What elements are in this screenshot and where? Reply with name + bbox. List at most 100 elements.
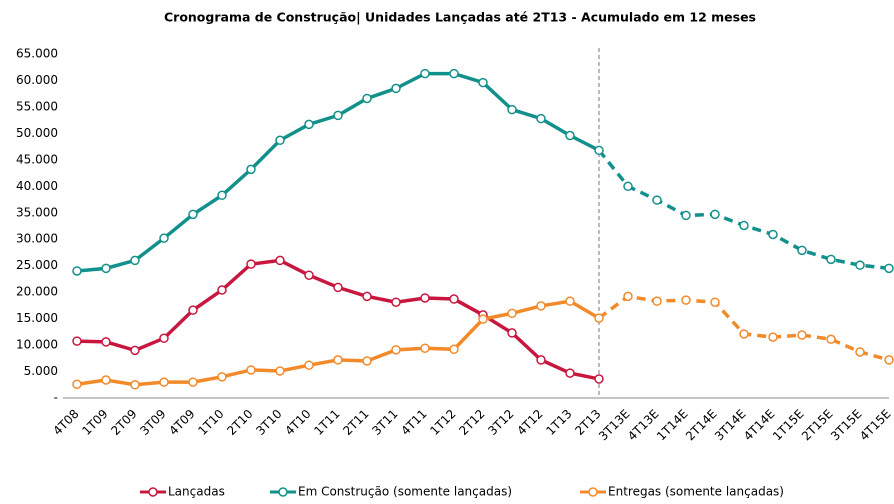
x-tick-label: 1T10: [195, 407, 226, 438]
y-tick-label: 40.000: [16, 179, 58, 193]
point: [681, 295, 691, 305]
point: [246, 259, 256, 269]
point: [768, 332, 778, 342]
x-tick-label: 4T11: [398, 407, 429, 438]
point: [420, 343, 430, 354]
legend-label: Entregas (somente lançadas): [608, 485, 784, 499]
point: [275, 255, 285, 266]
point: [826, 334, 836, 345]
point: [449, 68, 459, 79]
x-tick-label: 2T15E: [799, 407, 836, 444]
y-tick-label: 35.000: [16, 205, 58, 219]
point: [826, 254, 836, 265]
x-tick-label: 2T14E: [683, 407, 720, 444]
x-tick-label: 4T13E: [625, 407, 662, 444]
point: [246, 164, 256, 175]
series-line-forecast: [597, 149, 890, 271]
x-tick-label: 1T15E: [770, 407, 807, 444]
point: [710, 209, 720, 220]
point: [217, 190, 227, 201]
point: [884, 355, 894, 365]
point: [884, 263, 894, 274]
point: [304, 360, 314, 370]
point: [333, 282, 343, 293]
legend-marker: [148, 487, 158, 497]
point: [362, 93, 372, 104]
x-tick-label: 3T15E: [828, 407, 865, 444]
legend-marker: [278, 487, 288, 497]
point: [449, 294, 459, 304]
point: [681, 210, 691, 221]
point: [565, 368, 575, 378]
point: [304, 270, 314, 280]
x-tick-label: 3T14E: [712, 407, 749, 444]
point: [652, 195, 662, 205]
x-tick-label: 2T10: [224, 407, 255, 438]
x-tick-label: 3T12: [485, 407, 516, 438]
point: [594, 145, 604, 156]
point: [594, 374, 604, 384]
point: [768, 229, 778, 240]
point: [217, 372, 227, 382]
point: [623, 291, 633, 302]
point: [710, 297, 720, 307]
point: [594, 313, 604, 323]
point: [275, 135, 285, 146]
legend-marker: [588, 487, 598, 497]
y-tick-label: 15.000: [16, 311, 58, 325]
point: [188, 305, 198, 315]
y-tick-label: 5.000: [24, 364, 58, 378]
point: [72, 336, 82, 346]
y-tick-label: 30.000: [16, 232, 58, 246]
point: [536, 355, 546, 365]
point: [536, 301, 546, 311]
x-tick-label: 4T08: [50, 407, 81, 438]
point: [478, 77, 488, 88]
point: [275, 366, 285, 376]
x-tick-label: 4T15E: [857, 407, 894, 444]
x-tick-label: 1T14E: [654, 407, 691, 444]
point: [623, 181, 633, 192]
y-tick-label: 50.000: [16, 126, 58, 140]
point: [101, 263, 111, 274]
point: [101, 337, 111, 347]
point: [797, 245, 807, 256]
point: [420, 293, 430, 303]
x-tick-label: 3T13E: [596, 407, 633, 444]
point: [420, 68, 430, 79]
x-tick-label: 3T10: [253, 407, 284, 438]
y-tick-label: 25.000: [16, 258, 58, 272]
point: [855, 260, 865, 270]
point: [855, 347, 865, 357]
point: [478, 314, 488, 324]
point: [188, 209, 198, 220]
point: [652, 296, 662, 306]
point: [391, 83, 401, 94]
series-line: [76, 71, 600, 273]
point: [159, 333, 169, 343]
point: [391, 345, 401, 355]
x-tick-label: 4T14E: [741, 407, 778, 444]
point: [565, 296, 575, 306]
series-line-forecast: [597, 294, 890, 362]
point: [304, 119, 314, 130]
x-tick-label: 3T09: [137, 407, 168, 438]
x-tick-label: 4T10: [282, 407, 313, 438]
chart-title: Cronograma de Construção| Unidades Lança…: [164, 10, 756, 25]
point: [449, 344, 459, 355]
legend-label: Em Construção (somente lançadas): [298, 485, 512, 499]
y-tick-label: 45.000: [16, 152, 58, 166]
x-tick-label: 1T09: [79, 407, 110, 438]
y-tick-label: -: [54, 391, 58, 405]
x-tick-label: 3T11: [369, 407, 400, 438]
x-tick-label: 2T11: [340, 407, 371, 438]
point: [188, 377, 198, 387]
x-tick-label: 4T12: [514, 407, 545, 438]
point: [130, 380, 140, 390]
point: [217, 285, 227, 295]
point: [362, 291, 372, 302]
point: [536, 113, 546, 124]
point: [739, 329, 749, 339]
y-tick-label: 20.000: [16, 285, 58, 299]
point: [391, 297, 401, 307]
